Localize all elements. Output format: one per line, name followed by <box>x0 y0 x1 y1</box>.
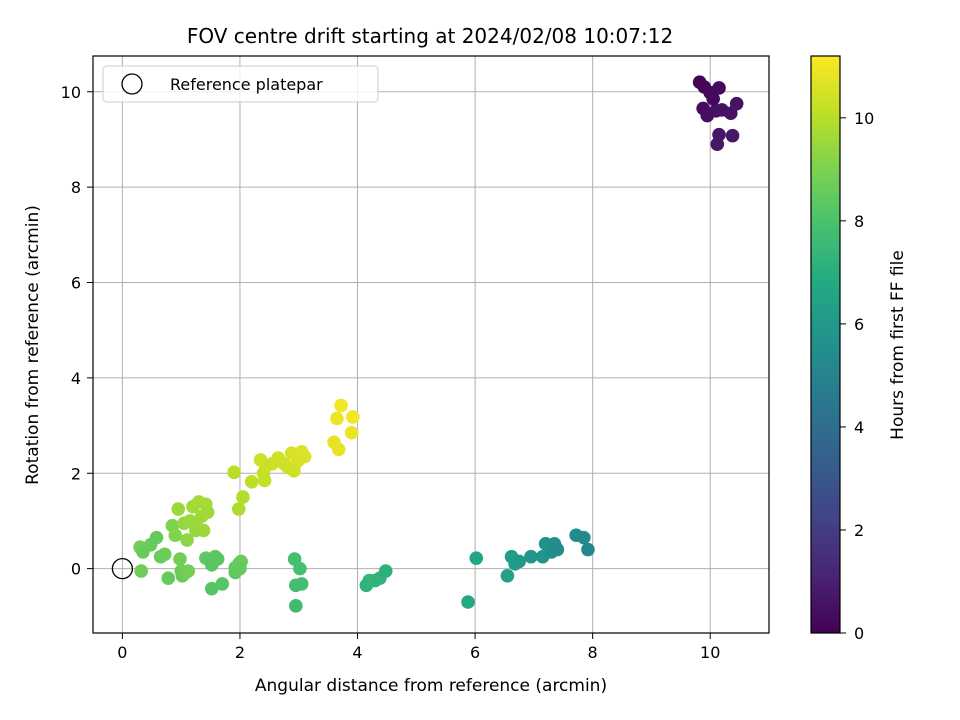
scatter-point <box>244 475 259 489</box>
scatter-point <box>706 92 720 106</box>
scatter-point <box>577 530 591 545</box>
chart-title: FOV centre drift starting at 2024/02/08 … <box>187 24 673 48</box>
colorbar-tick-label: 2 <box>854 521 864 540</box>
x-tick-label: 6 <box>470 643 480 662</box>
colorbar-tick-label: 6 <box>854 315 864 334</box>
scatter-point <box>334 398 348 413</box>
y-axis-ticks: 0 2 4 6 8 10 <box>61 83 93 579</box>
x-tick-label: 2 <box>235 643 245 662</box>
legend-box <box>102 65 379 103</box>
scatter-point <box>293 561 307 576</box>
y-tick-label: 2 <box>71 464 81 483</box>
axes-frame <box>92 55 770 634</box>
y-tick-label: 6 <box>71 274 81 293</box>
scatter-point <box>500 568 515 583</box>
scatter-point <box>181 564 196 578</box>
scatter-point <box>233 561 247 576</box>
x-tick-label: 4 <box>352 643 362 662</box>
x-tick-label: 8 <box>588 643 598 662</box>
grid <box>93 56 769 633</box>
colorbar-ticks: 0 2 4 6 8 10 <box>840 109 874 643</box>
scatter-point <box>189 516 203 531</box>
scatter-point <box>149 530 164 545</box>
scatter-point <box>581 542 595 557</box>
scatter-point <box>331 442 346 457</box>
y-tick-label: 8 <box>71 178 81 197</box>
y-tick-label: 10 <box>61 83 81 102</box>
legend-open-circle-marker <box>121 73 143 95</box>
scatter-point <box>168 528 183 543</box>
scatter-point <box>725 128 740 143</box>
colorbar-tick-label: 8 <box>854 212 864 231</box>
x-tick-label: 10 <box>700 643 720 662</box>
legend: Reference platepar <box>102 65 379 103</box>
x-axis-ticks: 0 2 4 6 8 10 <box>117 633 720 662</box>
scatter-point <box>171 502 186 516</box>
scatter-point <box>729 96 744 111</box>
reference-marker-group <box>111 557 134 580</box>
scatter-point <box>469 551 484 565</box>
scatter-point <box>161 571 176 585</box>
scatter-point <box>227 465 241 480</box>
y-axis-label: Rotation from reference (arcmin) <box>23 205 43 485</box>
scatter-point <box>294 577 309 591</box>
colorbar <box>810 55 841 634</box>
x-tick-label: 0 <box>117 643 127 662</box>
colorbar-tick-label: 0 <box>854 624 864 643</box>
y-tick-label: 0 <box>71 560 81 579</box>
scatter-point <box>712 81 726 95</box>
scatter-point <box>344 425 359 440</box>
scatter-point <box>200 505 215 520</box>
scatter-point <box>461 595 475 609</box>
reference-platepar-marker <box>111 557 134 580</box>
scatter-point <box>512 554 526 569</box>
colorbar-tick-label: 10 <box>854 109 874 128</box>
scatter-point <box>330 411 344 426</box>
colorbar-tick-label: 4 <box>854 418 864 437</box>
scatter-point <box>134 564 149 578</box>
scatter-point <box>215 577 230 591</box>
scatter-point <box>173 552 187 566</box>
x-axis-label: Angular distance from reference (arcmin) <box>255 676 607 696</box>
scatter-point <box>236 490 250 504</box>
scatter-point <box>710 137 725 152</box>
legend-entry-label: Reference platepar <box>170 75 323 94</box>
scatter-point <box>157 547 172 562</box>
scatter-point <box>524 549 538 564</box>
colorbar-label: Hours from first FF file <box>888 250 908 440</box>
scatter-point <box>378 564 393 578</box>
y-tick-label: 4 <box>71 369 81 388</box>
data-points <box>133 75 744 613</box>
scatter-point <box>204 581 219 596</box>
scatter-point <box>180 533 194 547</box>
scatter-point <box>231 502 246 516</box>
scatter-point <box>257 473 272 488</box>
scatter-point <box>210 552 225 566</box>
scatter-point <box>550 542 565 557</box>
scatter-point <box>297 449 312 464</box>
scatter-point <box>346 410 360 424</box>
scatter-point <box>289 599 303 613</box>
